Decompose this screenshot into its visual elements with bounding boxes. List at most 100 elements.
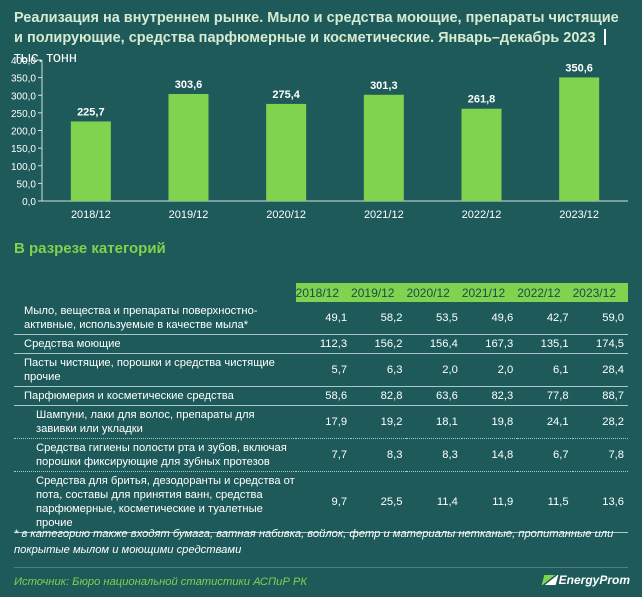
chart-header: Реализация на внутреннем рынке. Мыло и с… bbox=[14, 8, 626, 68]
bar-value-label: 225,7 bbox=[77, 106, 105, 118]
table-cell: 28,2 bbox=[602, 416, 624, 428]
table-header-corner bbox=[14, 283, 296, 302]
y-tick-label: 50,0 bbox=[17, 179, 37, 190]
table-cell: 2,0 bbox=[442, 364, 458, 376]
table-cell: 14,8 bbox=[491, 449, 514, 461]
table-cell: 28,4 bbox=[602, 364, 624, 376]
table-cell: 49,1 bbox=[325, 312, 348, 324]
table-cell: 58,2 bbox=[380, 312, 403, 324]
table-cell: 2,0 bbox=[497, 364, 514, 376]
bar bbox=[266, 103, 307, 201]
table-header-row: 2018/12 2019/12 2020/12 2021/12 2022/12 … bbox=[14, 283, 628, 302]
table-cell: 88,7 bbox=[602, 390, 624, 402]
table-col-header: 2018/12 bbox=[295, 283, 352, 302]
table-col-header: 2023/12 bbox=[572, 283, 628, 302]
table-row: Парфюмерия и косметические средства 58,6… bbox=[14, 387, 628, 406]
table-cell: 156,4 bbox=[429, 338, 458, 350]
category-table: 2018/12 2019/12 2020/12 2021/12 2022/12 … bbox=[14, 283, 628, 533]
table-cell: 9,7 bbox=[331, 496, 348, 508]
title-separator bbox=[603, 29, 606, 45]
table-cell: 11,9 bbox=[492, 496, 514, 508]
table-cell: 18,1 bbox=[436, 416, 458, 428]
table-row: Средства гигиены полости рта и зубов, вк… bbox=[14, 439, 628, 472]
table-col-header: 2019/12 bbox=[351, 283, 407, 302]
logo-icon bbox=[541, 575, 558, 585]
x-tick-label: 2019/12 bbox=[169, 209, 209, 221]
table-cell: 25,5 bbox=[380, 496, 403, 508]
table-cell: 11,5 bbox=[547, 496, 569, 508]
section-title: В разрезе категорий bbox=[14, 240, 166, 257]
logo: EnergyProm bbox=[541, 573, 630, 587]
table-cell: 82,8 bbox=[380, 390, 403, 402]
table-cell: 53,5 bbox=[436, 312, 458, 324]
table-row: Пасты чистящие, порошки и средства чистя… bbox=[14, 354, 628, 387]
chart-unit: тыс. тонн bbox=[14, 50, 77, 66]
x-tick-label: 2021/12 bbox=[364, 209, 404, 221]
table-cell: 82,3 bbox=[491, 390, 514, 402]
y-tick-label: 150,0 bbox=[11, 144, 36, 155]
source-text: Источник: Бюро национальной статистики А… bbox=[14, 576, 307, 588]
table-row: Средства моющие 112,3 156,2 156,4 167,3 … bbox=[14, 335, 628, 354]
bar bbox=[461, 108, 502, 201]
bar bbox=[70, 121, 111, 201]
table-row: Средства для бритья, дезодоранты и средс… bbox=[14, 472, 628, 533]
bar-value-label: 303,6 bbox=[175, 79, 203, 91]
bar bbox=[559, 77, 600, 201]
table-cell: 77,8 bbox=[546, 390, 569, 402]
logo-text: EnergyProm bbox=[558, 573, 630, 587]
table-cell: 8,3 bbox=[386, 449, 403, 461]
table-cell: 17,9 bbox=[325, 416, 348, 428]
row-label: Мыло, вещества и препараты поверхностно-… bbox=[24, 305, 258, 331]
y-tick-label: 400,0 bbox=[11, 56, 36, 67]
table-cell: 63,6 bbox=[436, 390, 458, 402]
row-label: Средства для бритья, дезодоранты и средс… bbox=[36, 475, 295, 529]
table-cell: 5,7 bbox=[331, 364, 348, 376]
table-cell: 7,7 bbox=[331, 449, 348, 461]
table-row: Мыло, вещества и препараты поверхностно-… bbox=[14, 302, 628, 335]
table-cell: 13,6 bbox=[602, 496, 624, 508]
bar bbox=[363, 94, 404, 201]
bar bbox=[168, 93, 209, 201]
table-col-header: 2021/12 bbox=[461, 283, 518, 302]
table-cell: 19,2 bbox=[380, 416, 403, 428]
footer-divider bbox=[14, 567, 628, 568]
table-col-header: 2022/12 bbox=[517, 283, 573, 302]
table-cell: 174,5 bbox=[596, 338, 624, 350]
x-tick-label: 2018/12 bbox=[71, 209, 111, 221]
x-tick-label: 2020/12 bbox=[266, 209, 306, 221]
table-cell: 24,1 bbox=[546, 416, 569, 428]
table-cell: 19,8 bbox=[491, 416, 514, 428]
bar-value-label: 275,4 bbox=[272, 89, 300, 101]
table-cell: 58,6 bbox=[325, 390, 348, 402]
table-cell: 156,2 bbox=[374, 338, 403, 350]
table-cell: 167,3 bbox=[485, 338, 514, 350]
chart-title: Реализация на внутреннем рынке. Мыло и с… bbox=[14, 10, 619, 46]
y-tick-label: 350,0 bbox=[11, 74, 36, 85]
table-cell: 59,0 bbox=[602, 312, 624, 324]
table-cell: 11,4 bbox=[436, 496, 458, 508]
table-cell: 8,3 bbox=[442, 449, 458, 461]
y-tick-label: 300,0 bbox=[11, 91, 36, 102]
row-label: Парфюмерия и косметические средства bbox=[24, 390, 234, 402]
table-cell: 112,3 bbox=[319, 338, 348, 350]
row-label: Средства моющие bbox=[24, 338, 121, 350]
bar-value-label: 350,6 bbox=[565, 62, 593, 74]
table-cell: 6,7 bbox=[553, 449, 569, 461]
table-cell: 6,1 bbox=[553, 364, 569, 376]
y-tick-label: 0,0 bbox=[22, 197, 36, 208]
bar-value-label: 261,8 bbox=[468, 94, 496, 106]
bar-chart: 0,0 50,0 100,0 150,0 200,0 250,0 300,0 350,0 400… bbox=[11, 56, 628, 221]
row-label: Пасты чистящие, порошки и средства чистя… bbox=[24, 357, 275, 383]
bar-value-label: 301,3 bbox=[370, 80, 398, 92]
x-tick-label: 2022/12 bbox=[462, 209, 502, 221]
footnote: * в категорию также входят бумага, ватна… bbox=[14, 528, 614, 556]
table-row: Шампуни, лаки для волос, препараты для з… bbox=[14, 406, 628, 439]
table-cell: 6,3 bbox=[386, 364, 403, 376]
row-label: Шампуни, лаки для волос, препараты для з… bbox=[36, 409, 255, 435]
table-cell: 135,1 bbox=[540, 338, 569, 350]
x-tick-label: 2023/12 bbox=[559, 209, 599, 221]
y-tick-label: 250,0 bbox=[11, 109, 36, 120]
table-cell: 42,7 bbox=[546, 312, 569, 324]
table-cell: 49,6 bbox=[491, 312, 514, 324]
table-cell: 7,8 bbox=[608, 449, 624, 461]
